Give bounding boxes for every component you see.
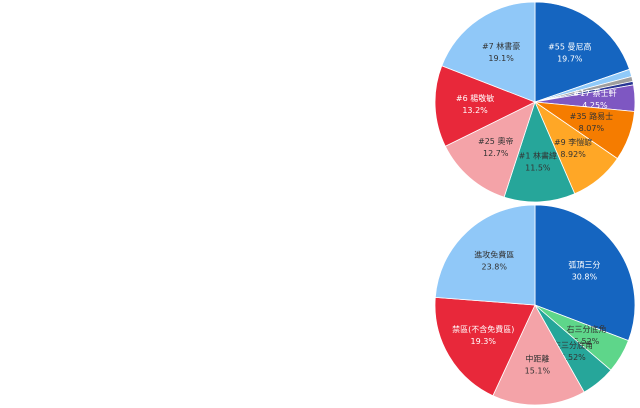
slice-label: #55 曼尼高	[548, 42, 591, 52]
slice-value-label: 15.1%	[525, 366, 551, 375]
slice-label: 禁區(不含免費區)	[452, 324, 514, 334]
slice-label: #1 林書緯	[519, 150, 557, 160]
pie-slice	[492, 304, 585, 406]
slice-label: #35 路易士	[570, 111, 613, 121]
slice-value-label: 23.8%	[482, 262, 508, 271]
pie-slice	[441, 1, 536, 103]
pie-slice	[534, 204, 636, 342]
slice-value-label: 30.8%	[572, 272, 598, 281]
slice-label: #9 李愷諺	[554, 137, 592, 147]
slice-value-label: 19.3%	[471, 337, 497, 346]
slice-value-label: 4.25%	[582, 101, 608, 110]
slice-value-label: 8.07%	[579, 124, 605, 133]
pie-slice	[434, 65, 536, 147]
pie-slice	[503, 100, 576, 203]
slice-label: 左三分底角	[553, 340, 593, 350]
pie-slice	[434, 296, 536, 397]
slice-value-label: 12.7%	[483, 149, 509, 158]
slice-label: #7 林書豪	[482, 41, 520, 51]
pie-slice	[534, 1, 631, 103]
slice-value-label: 19.1%	[488, 54, 514, 63]
slice-label: #6 楊敬敏	[456, 93, 494, 103]
slice-label: 中距離	[525, 353, 549, 363]
slice-value-label: 5.52%	[574, 337, 600, 346]
slice-label: #25 奧帝	[478, 136, 513, 146]
pie-charts: #55 曼尼高 19.7% #17 蔡士軒 4.25%#35 路易士 8.07% #9 李…	[434, 1, 636, 406]
slice-value-label: 11.5%	[525, 163, 551, 172]
slice-value-label: 8.92%	[560, 150, 586, 159]
slice-label: #17 蔡士軒	[573, 88, 616, 98]
pie-slice	[434, 204, 536, 306]
pie-slice	[444, 101, 536, 198]
slice-value-label: 5.52%	[560, 353, 586, 362]
slice-value-label: 13.2%	[462, 106, 488, 115]
slice-label: 進攻免費區	[474, 249, 514, 259]
slice-label: 弧頂三分	[568, 259, 600, 269]
slice-value-label: 19.7%	[557, 55, 583, 64]
slice-label: 右三分底角	[567, 324, 607, 334]
